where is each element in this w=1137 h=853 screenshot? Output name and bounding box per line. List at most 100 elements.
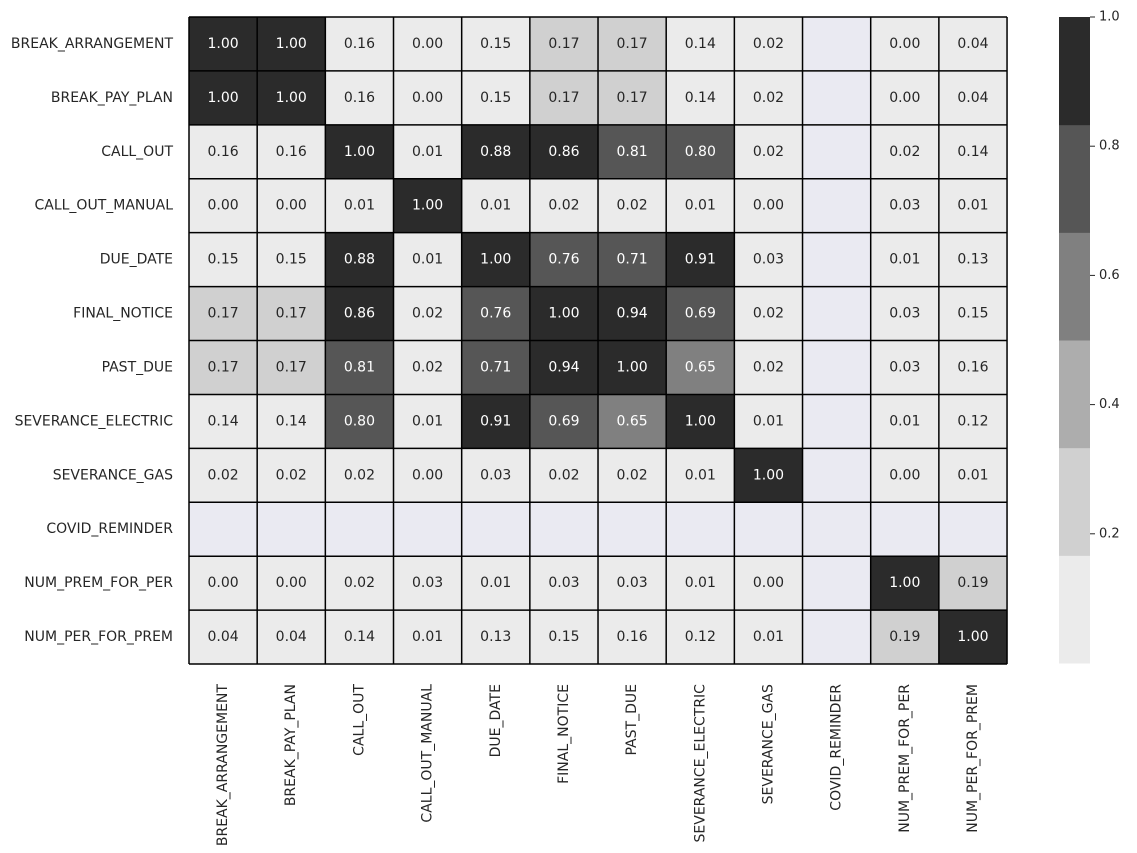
cell-value-label: 0.01 — [685, 467, 716, 483]
cell-value-label: 0.16 — [344, 90, 375, 106]
heatmap-cell — [802, 286, 871, 341]
heatmap-cell — [257, 340, 326, 395]
heatmap-cell — [393, 502, 462, 557]
cell-value-label: 0.69 — [548, 413, 579, 429]
heatmap-cell — [325, 610, 394, 665]
cell-value-label: 0.00 — [889, 36, 920, 52]
heatmap-cell — [257, 17, 326, 71]
heatmap-cell — [598, 556, 667, 611]
heatmap-cell — [325, 17, 394, 71]
heatmap-cell — [598, 17, 667, 71]
cell-value-label: 0.12 — [685, 629, 716, 645]
cell-value-label: 0.16 — [617, 629, 648, 645]
heatmap-cell — [189, 124, 258, 179]
colorbar-tick-label: 0.4 — [1099, 397, 1120, 412]
cell-value-label: 0.94 — [617, 306, 648, 322]
heatmap-cell — [461, 232, 530, 287]
heatmap-cell — [734, 502, 803, 557]
y-tick-label: DUE_DATE — [100, 252, 173, 268]
y-tick-label: BREAK_ARRANGEMENT — [11, 36, 174, 52]
heatmap-cell — [461, 17, 530, 71]
heatmap-cell — [189, 340, 258, 395]
cell-value-label: 0.80 — [685, 144, 716, 160]
heatmap-cell — [938, 17, 1008, 71]
cell-value-label: 0.14 — [344, 629, 375, 645]
heatmap-cell — [325, 556, 394, 611]
heatmap-cell — [461, 340, 530, 395]
heatmap-cell — [666, 556, 735, 611]
heatmap-cell — [529, 232, 599, 287]
heatmap-cell — [189, 556, 258, 611]
heatmap-cell — [461, 286, 530, 341]
cell-value-label: 0.00 — [276, 575, 307, 591]
heatmap-cell — [870, 286, 939, 341]
cell-value-label: 0.86 — [548, 144, 579, 160]
cell-value-label: 0.03 — [753, 252, 784, 268]
cell-value-label: 1.00 — [207, 90, 238, 106]
cell-value-label: 0.01 — [685, 575, 716, 591]
heatmap-cell — [870, 340, 939, 395]
x-tick-label: FINAL_NOTICE — [556, 684, 572, 784]
heatmap-cell — [870, 610, 939, 665]
x-tick-label: CALL_OUT — [351, 684, 367, 756]
y-tick-label: PAST_DUE — [102, 359, 173, 375]
heatmap-cell — [734, 70, 803, 125]
heatmap-cell — [529, 70, 599, 125]
cell-value-label: 0.17 — [548, 36, 579, 52]
cell-value-label: 0.02 — [753, 144, 784, 160]
heatmap-cell — [189, 502, 258, 557]
cell-value-label: 0.02 — [548, 198, 579, 214]
heatmap-cell — [529, 17, 599, 71]
heatmap-cell — [325, 124, 394, 179]
cell-value-label: 0.03 — [889, 359, 920, 375]
heatmap-cell — [461, 70, 530, 125]
cell-value-label: 0.02 — [207, 467, 238, 483]
cell-value-label: 0.81 — [344, 359, 375, 375]
cell-value-label: 0.02 — [753, 359, 784, 375]
heatmap-cell — [325, 232, 394, 287]
heatmap-cell — [666, 610, 735, 665]
cell-value-label: 0.02 — [412, 306, 443, 322]
heatmap-cell — [529, 340, 599, 395]
colorbar: 0.2 0.4 0.6 0.8 1.0 — [1059, 10, 1120, 664]
cell-value-label: 0.86 — [344, 306, 375, 322]
cell-value-label: 0.00 — [207, 575, 238, 591]
heatmap-cell — [734, 556, 803, 611]
heatmap-cell — [666, 340, 735, 395]
heatmap-cell — [734, 340, 803, 395]
heatmap-cell — [870, 448, 939, 503]
heatmap-cell — [870, 394, 939, 449]
cell-value-label: 0.71 — [480, 359, 511, 375]
cell-value-label: 0.03 — [889, 198, 920, 214]
cell-value-label: 0.02 — [344, 575, 375, 591]
cell-value-label: 0.03 — [412, 575, 443, 591]
heatmap-cell — [529, 286, 599, 341]
heatmap-cell — [461, 448, 530, 503]
cell-value-label: 0.17 — [548, 90, 579, 106]
cell-value-label: 0.15 — [480, 36, 511, 52]
heatmap-cell — [529, 124, 599, 179]
heatmap-cell — [802, 124, 871, 179]
heatmap-cell — [529, 178, 599, 233]
heatmap-cell — [325, 448, 394, 503]
cell-value-label: 0.91 — [480, 413, 511, 429]
heatmap-cell — [257, 286, 326, 341]
heatmap-cell — [257, 556, 326, 611]
cell-value-label: 0.15 — [480, 90, 511, 106]
heatmap-cell — [461, 556, 530, 611]
cell-value-label: 0.15 — [957, 306, 988, 322]
heatmap-cell — [734, 124, 803, 179]
heatmap-cell — [938, 124, 1008, 179]
heatmap-cell — [938, 70, 1008, 125]
heatmap-cell — [802, 394, 871, 449]
cell-value-label: 0.76 — [480, 306, 511, 322]
y-tick-label: CALL_OUT — [101, 144, 173, 160]
cell-value-label: 0.17 — [617, 36, 648, 52]
cell-value-label: 0.15 — [276, 252, 307, 268]
y-tick-label: FINAL_NOTICE — [73, 306, 173, 322]
colorbar-segment — [1059, 232, 1090, 341]
cell-value-label: 0.01 — [889, 413, 920, 429]
cell-value-label: 0.00 — [753, 198, 784, 214]
heatmap-cell — [189, 610, 258, 665]
cell-value-label: 0.02 — [753, 306, 784, 322]
